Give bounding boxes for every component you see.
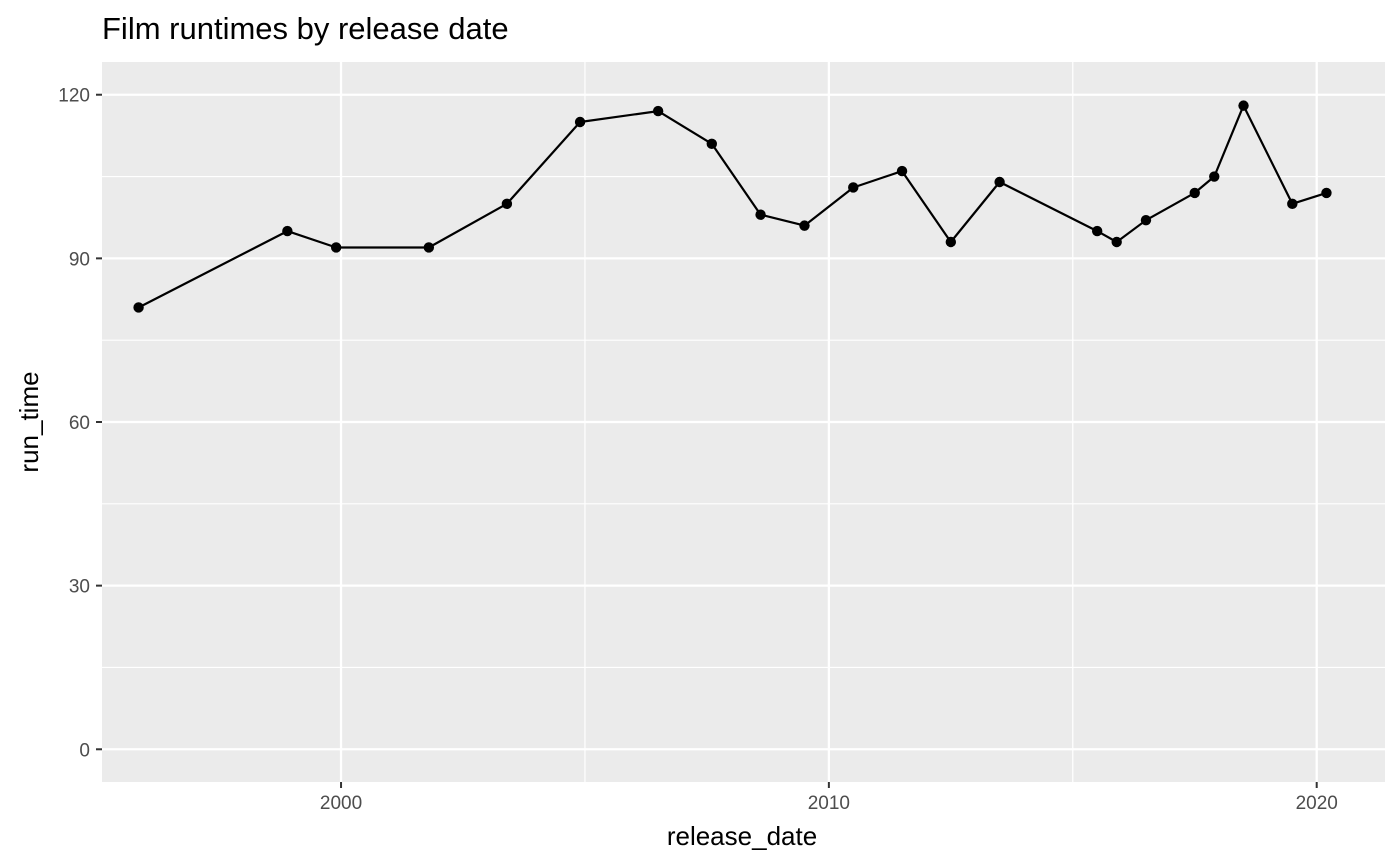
runtime-line: [138, 104, 1327, 309]
data-point: [423, 242, 435, 253]
data-point: [574, 116, 586, 128]
y-tick-label: 0: [79, 740, 90, 761]
data-point: [945, 236, 957, 248]
x-tick-label: 2020: [1296, 793, 1338, 814]
x-tick-label: 2010: [808, 793, 850, 814]
data-point: [652, 105, 664, 117]
data-point: [1111, 236, 1122, 248]
data-point: [1238, 100, 1249, 111]
data-point: [1209, 171, 1220, 182]
data-point: [1287, 198, 1298, 210]
data-point: [1189, 187, 1200, 199]
y-tick-label: 90: [69, 249, 90, 270]
data-point: [799, 220, 810, 231]
data-point: [896, 165, 908, 177]
data-point: [706, 138, 717, 150]
y-tick-label: 120: [58, 86, 90, 107]
series-runtime: [133, 100, 1332, 313]
chart-title: Film runtimes by release date: [102, 11, 509, 46]
x-axis: 2000 2010 2020: [320, 782, 1338, 814]
data-point: [133, 302, 144, 313]
data-point: [501, 198, 513, 210]
data-point: [848, 182, 859, 193]
y-tick-label: 30: [69, 577, 90, 598]
data-point: [330, 242, 342, 253]
y-axis-title: run_time: [14, 371, 44, 472]
x-tick-label: 2000: [320, 793, 362, 814]
data-point: [994, 176, 1005, 188]
data-point: [1091, 225, 1103, 237]
y-tick-label: 60: [69, 413, 90, 434]
x-axis-title: release_date: [667, 821, 817, 851]
data-point: [1140, 214, 1152, 226]
data-point: [755, 209, 766, 220]
y-axis: 0 30 60 90 120: [58, 86, 102, 761]
data-point: [1321, 187, 1332, 199]
major-gridlines: [102, 62, 1385, 782]
data-point: [282, 225, 293, 237]
